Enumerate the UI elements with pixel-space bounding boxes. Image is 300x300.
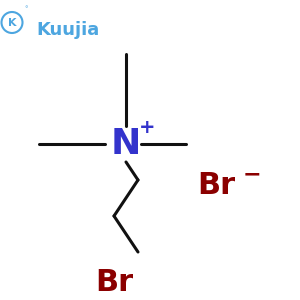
Text: +: + <box>139 118 155 137</box>
Text: Br: Br <box>197 172 235 200</box>
Text: Br: Br <box>95 268 133 297</box>
Text: Kuujia: Kuujia <box>36 21 99 39</box>
Text: N: N <box>111 127 141 161</box>
Text: K: K <box>8 17 16 28</box>
Text: °: ° <box>24 6 28 12</box>
Text: −: − <box>243 164 261 184</box>
